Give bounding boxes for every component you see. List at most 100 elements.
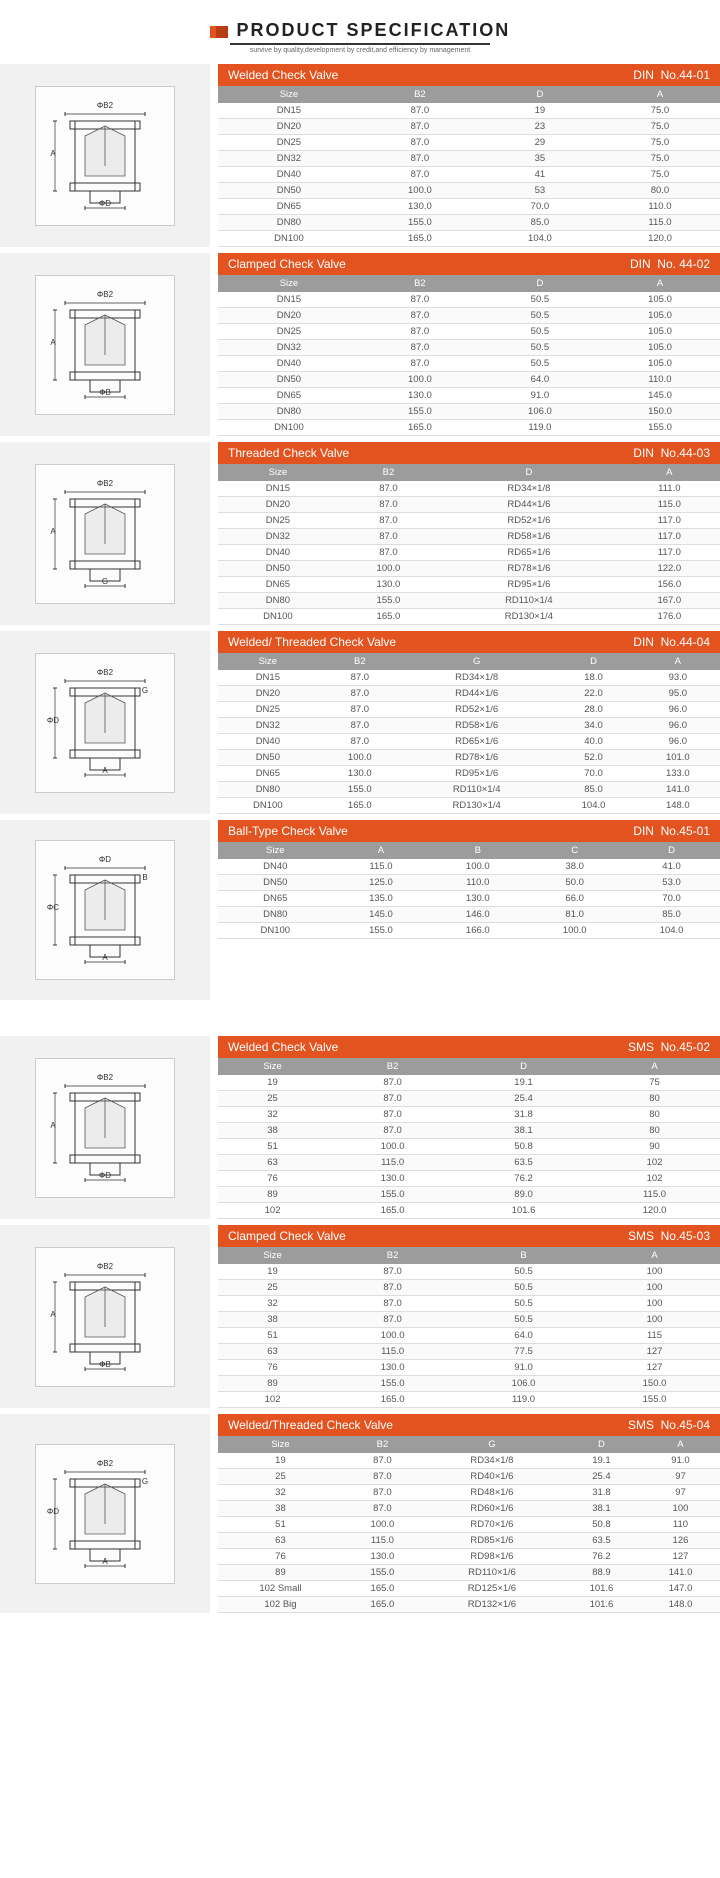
spec-table: SizeB2DADN1587.01975.0DN2087.02375.0DN25… (218, 86, 720, 247)
table-cell: 100.0 (360, 372, 480, 388)
table-row: 63115.063.5102 (218, 1155, 720, 1171)
table-cell: 146.0 (429, 907, 526, 923)
svg-text:ΦB: ΦB (99, 1360, 111, 1369)
column-header: C (526, 842, 623, 859)
table-row: DN4087.0RD65×1/640.096.0 (218, 734, 720, 750)
spec-table: SizeB2DADN1587.050.5105.0DN2087.050.5105… (218, 275, 720, 436)
table-cell: 90 (589, 1139, 720, 1155)
table-cell: RD34×1/8 (422, 1453, 562, 1469)
diagram-panel: ΦB2AΦD (0, 64, 210, 247)
table-row: DN50100.0RD78×1/652.0101.0 (218, 750, 720, 766)
table-cell: 105.0 (600, 308, 720, 324)
table-cell: 96.0 (636, 718, 720, 734)
table-cell: 117.0 (619, 545, 720, 561)
table-cell: DN65 (218, 891, 333, 907)
svg-text:ΦB2: ΦB2 (97, 101, 114, 110)
table-cell: 87.0 (338, 513, 439, 529)
table-cell: RD95×1/6 (439, 577, 619, 593)
table-row: DN2087.050.5105.0 (218, 308, 720, 324)
table-cell: RD95×1/6 (402, 766, 551, 782)
table-cell: 106.0 (458, 1376, 589, 1392)
table-cell: 19 (218, 1075, 327, 1091)
table-cell: 130.0 (338, 577, 439, 593)
table-cell: 87.0 (360, 103, 480, 119)
table-row: DN100165.0119.0155.0 (218, 420, 720, 436)
table-row: 51100.0RD70×1/650.8110 (218, 1517, 720, 1533)
table-row: DN3287.03575.0 (218, 151, 720, 167)
table-cell: 89 (218, 1187, 327, 1203)
table-cell: 115 (589, 1328, 720, 1344)
table-cell: 130.0 (318, 766, 402, 782)
table-cell: 91.0 (458, 1360, 589, 1376)
table-row: 89155.0RD110×1/688.9141.0 (218, 1565, 720, 1581)
column-header: D (551, 653, 635, 670)
table-cell: 87.0 (318, 702, 402, 718)
svg-text:G: G (142, 686, 148, 695)
svg-text:ΦB2: ΦB2 (97, 290, 114, 299)
table-cell: 63 (218, 1344, 327, 1360)
table-cell: 40.0 (551, 734, 635, 750)
table-cell: RD65×1/6 (439, 545, 619, 561)
column-header: Size (218, 1058, 327, 1075)
table-cell: 38 (218, 1123, 327, 1139)
table-cell: 119.0 (480, 420, 600, 436)
table-cell: RD34×1/8 (439, 481, 619, 497)
table-cell: 77.5 (458, 1344, 589, 1360)
table-cell: 148.0 (641, 1597, 720, 1613)
column-header: D (458, 1058, 589, 1075)
table-cell: DN15 (218, 481, 338, 497)
table-cell: 80.0 (600, 183, 720, 199)
part-number: DIN No.44-03 (633, 446, 710, 460)
table-cell: 155.0 (360, 404, 480, 420)
table-row: DN80155.0RD110×1/4167.0 (218, 593, 720, 609)
spec-section: ΦB2AG Threaded Check ValveDIN No.44-03Si… (0, 442, 720, 625)
table-cell: 87.0 (338, 481, 439, 497)
table-cell: 25.4 (458, 1091, 589, 1107)
table-cell: 127 (589, 1344, 720, 1360)
column-header: A (619, 464, 720, 481)
section-gap (0, 1006, 720, 1036)
table-cell: 75.0 (600, 167, 720, 183)
svg-text:A: A (102, 1557, 108, 1566)
table-cell: 104.0 (551, 798, 635, 814)
table-cell: 70.0 (551, 766, 635, 782)
column-header: D (623, 842, 720, 859)
table-row: 102165.0101.6120.0 (218, 1203, 720, 1219)
table-cell: 156.0 (619, 577, 720, 593)
table-cell: 117.0 (619, 529, 720, 545)
table-cell: 89.0 (458, 1187, 589, 1203)
table-row: 76130.0RD98×1/676.2127 (218, 1549, 720, 1565)
column-header: Size (218, 1436, 343, 1453)
column-header: B2 (360, 275, 480, 292)
spec-section: ΦDΦCAB Ball-Type Check ValveDIN No.45-01… (0, 820, 720, 1000)
table-cell: 133.0 (636, 766, 720, 782)
table-cell: 52.0 (551, 750, 635, 766)
table-cell: RD52×1/6 (439, 513, 619, 529)
table-cell: RD110×1/6 (422, 1565, 562, 1581)
table-cell: 155.0 (343, 1565, 422, 1581)
table-cell: 120.0 (589, 1203, 720, 1219)
table-cell: RD40×1/6 (422, 1469, 562, 1485)
column-header: D (480, 275, 600, 292)
table-cell: 87.0 (360, 340, 480, 356)
svg-text:ΦD: ΦD (99, 1171, 111, 1180)
table-title-bar: Welded/Threaded Check ValveSMS No.45-04 (218, 1414, 720, 1436)
svg-text:A: A (102, 953, 108, 962)
table-cell: 100 (589, 1296, 720, 1312)
table-cell: RD58×1/6 (402, 718, 551, 734)
table-panel: Clamped Check ValveDIN No. 44-02SizeB2DA… (210, 253, 720, 436)
table-cell: 91.0 (480, 388, 600, 404)
table-cell: 87.0 (327, 1091, 458, 1107)
svg-text:ΦB2: ΦB2 (97, 668, 114, 677)
part-number: SMS No.45-03 (628, 1229, 710, 1243)
table-cell: 31.8 (458, 1107, 589, 1123)
table-cell: 167.0 (619, 593, 720, 609)
valve-diagram: ΦB2AG (35, 464, 175, 604)
svg-text:A: A (50, 338, 56, 347)
column-header: Size (218, 653, 318, 670)
table-cell: 155.0 (600, 420, 720, 436)
table-cell: 87.0 (343, 1453, 422, 1469)
table-cell: 102 Small (218, 1581, 343, 1597)
table-cell: DN25 (218, 702, 318, 718)
table-cell: 19 (218, 1453, 343, 1469)
